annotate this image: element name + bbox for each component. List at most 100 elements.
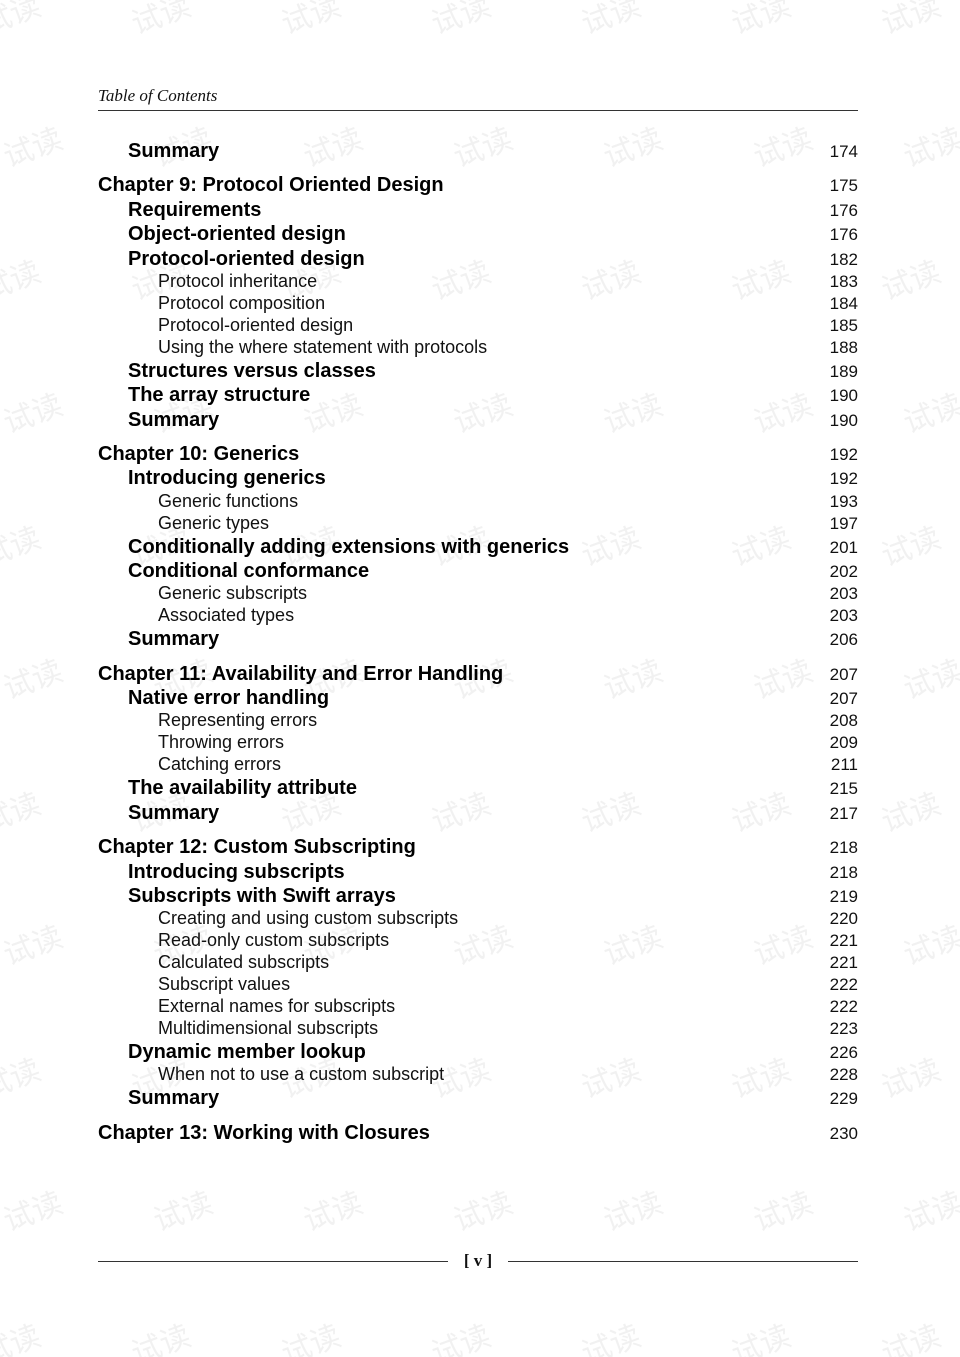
toc-row: Subscripts with Swift arrays219 (98, 884, 858, 908)
toc-row: Summary229 (98, 1086, 858, 1110)
toc-label: Using the where statement with protocols (98, 337, 818, 359)
toc-row: Conditionally adding extensions with gen… (98, 535, 858, 559)
toc-label: Summary (98, 408, 818, 432)
toc-row: Chapter 13: Working with Closures230 (98, 1121, 858, 1145)
toc-page-number: 175 (818, 176, 858, 197)
watermark: 试读 (574, 1311, 645, 1357)
toc-page-number: 188 (818, 338, 858, 359)
toc-row: Creating and using custom subscripts220 (98, 908, 858, 930)
watermark: 试读 (124, 1311, 195, 1357)
toc-page-number: 190 (818, 386, 858, 407)
toc-row: Throwing errors209 (98, 732, 858, 754)
watermark: 试读 (424, 1311, 495, 1357)
toc-page-number: 206 (818, 630, 858, 651)
toc-row: Dynamic member lookup226 (98, 1040, 858, 1064)
toc-row: Conditional conformance202 (98, 559, 858, 583)
toc-page-number: 209 (818, 733, 858, 754)
toc-row: Chapter 10: Generics192 (98, 442, 858, 466)
toc-group-spacer (98, 1111, 858, 1121)
toc-label: Conditional conformance (98, 559, 818, 583)
watermark: 试读 (724, 1311, 795, 1357)
toc-page-number: 192 (818, 445, 858, 466)
toc-label: Introducing subscripts (98, 860, 818, 884)
toc-group-spacer (98, 652, 858, 662)
watermark: 试读 (874, 1311, 945, 1357)
toc-label: Representing errors (98, 710, 818, 732)
toc-label: Throwing errors (98, 732, 818, 754)
toc-page-number: 222 (818, 975, 858, 996)
toc-label: Read-only custom subscripts (98, 930, 818, 952)
toc-page-number: 221 (818, 953, 858, 974)
toc-page-number: 217 (818, 804, 858, 825)
toc-label: Summary (98, 627, 818, 651)
toc-label: Conditionally adding extensions with gen… (98, 535, 818, 559)
watermark: 试读 (274, 1311, 345, 1357)
toc-label: Subscript values (98, 974, 818, 996)
toc-label: The array structure (98, 383, 818, 407)
toc-label: Protocol-oriented design (98, 315, 818, 337)
toc-page-number: 203 (818, 584, 858, 605)
toc-page-number: 223 (818, 1019, 858, 1040)
toc-page-number: 192 (818, 469, 858, 490)
toc-row: Summary206 (98, 627, 858, 651)
toc-label: Multidimensional subscripts (98, 1018, 818, 1040)
toc-row: Calculated subscripts221 (98, 952, 858, 974)
toc-page-number: 215 (818, 779, 858, 800)
toc-page-number: 190 (818, 411, 858, 432)
toc-row: Catching errors211 (98, 754, 858, 776)
toc-row: Requirements176 (98, 198, 858, 222)
toc-row: Introducing generics192 (98, 466, 858, 490)
toc-page-number: 208 (818, 711, 858, 732)
toc-page-number: 203 (818, 606, 858, 627)
toc-label: Object-oriented design (98, 222, 818, 246)
toc-page-number: 193 (818, 492, 858, 513)
toc-row: Summary217 (98, 801, 858, 825)
toc-row: Protocol inheritance183 (98, 271, 858, 293)
toc-row: Chapter 11: Availability and Error Handl… (98, 662, 858, 686)
toc-label: The availability attribute (98, 776, 818, 800)
toc-row: Representing errors208 (98, 710, 858, 732)
toc-row: Generic subscripts203 (98, 583, 858, 605)
toc-group-spacer (98, 432, 858, 442)
toc-label: Generic types (98, 513, 818, 535)
running-head: Table of Contents (98, 86, 858, 111)
toc-label: Protocol-oriented design (98, 247, 818, 271)
toc-row: Protocol-oriented design185 (98, 315, 858, 337)
toc-list: Summary174Chapter 9: Protocol Oriented D… (98, 139, 858, 1145)
page: Table of Contents Summary174Chapter 9: P… (0, 0, 960, 1195)
footer-rule-right (508, 1261, 858, 1262)
toc-row: Introducing subscripts218 (98, 860, 858, 884)
toc-label: Chapter 10: Generics (98, 442, 818, 466)
toc-page-number: 176 (818, 201, 858, 222)
toc-row: Generic functions193 (98, 491, 858, 513)
toc-row: When not to use a custom subscript228 (98, 1064, 858, 1086)
toc-label: External names for subscripts (98, 996, 818, 1018)
toc-label: Native error handling (98, 686, 818, 710)
toc-page-number: 182 (818, 250, 858, 271)
toc-page-number: 184 (818, 294, 858, 315)
toc-page-number: 221 (818, 931, 858, 952)
toc-page-number: 185 (818, 316, 858, 337)
toc-label: Introducing generics (98, 466, 818, 490)
toc-page-number: 228 (818, 1065, 858, 1086)
toc-label: Summary (98, 801, 818, 825)
toc-label: Calculated subscripts (98, 952, 818, 974)
toc-page-number: 218 (818, 863, 858, 884)
toc-row: Multidimensional subscripts223 (98, 1018, 858, 1040)
toc-row: Structures versus classes189 (98, 359, 858, 383)
toc-page-number: 207 (818, 665, 858, 686)
toc-row: Chapter 12: Custom Subscripting218 (98, 835, 858, 859)
toc-label: When not to use a custom subscript (98, 1064, 818, 1086)
toc-label: Catching errors (98, 754, 818, 776)
toc-page-number: 219 (818, 887, 858, 908)
toc-row: Using the where statement with protocols… (98, 337, 858, 359)
toc-page-number: 207 (818, 689, 858, 710)
toc-label: Summary (98, 139, 818, 163)
toc-group-spacer (98, 163, 858, 173)
toc-row: Summary190 (98, 408, 858, 432)
toc-label: Chapter 12: Custom Subscripting (98, 835, 818, 859)
toc-label: Protocol composition (98, 293, 818, 315)
toc-label: Chapter 13: Working with Closures (98, 1121, 818, 1145)
toc-row: The array structure190 (98, 383, 858, 407)
toc-label: Dynamic member lookup (98, 1040, 818, 1064)
